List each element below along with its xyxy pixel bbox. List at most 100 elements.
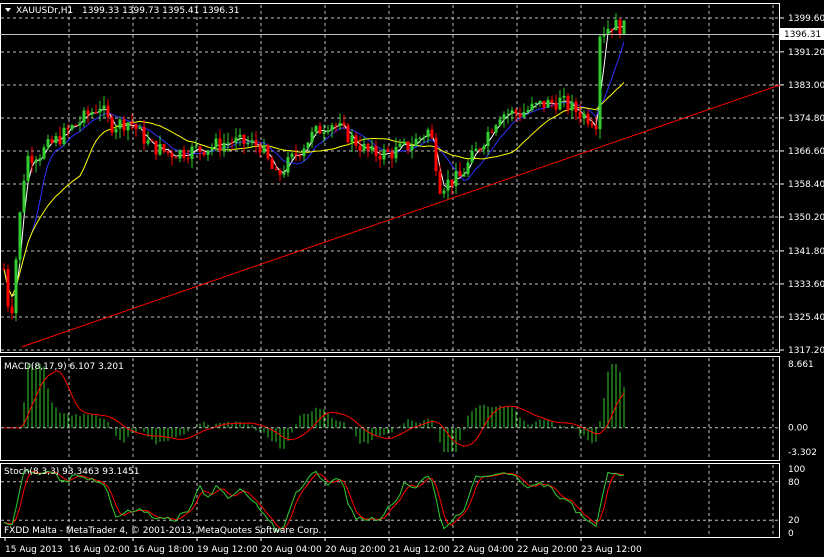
time-tick-label: 16 Aug 18:00 <box>133 545 194 555</box>
candle-body <box>218 138 222 151</box>
candle-body <box>514 110 518 114</box>
candle-body <box>22 180 26 213</box>
candle-body <box>70 125 74 130</box>
macd-tick-label: 8.661 <box>788 360 814 370</box>
time-tick-label: 23 Aug 12:00 <box>581 545 642 555</box>
candle-body <box>594 125 598 130</box>
candle-body <box>534 102 538 104</box>
candle-body <box>242 134 246 145</box>
candle-body <box>250 140 254 143</box>
candle-body <box>446 179 450 191</box>
price-tick-label: 1317.20 <box>788 346 824 356</box>
candle-body <box>354 135 358 146</box>
price-tick-label: 1325.40 <box>788 313 824 323</box>
candle-body <box>614 19 618 31</box>
time-tick-label: 16 Aug 02:00 <box>69 545 130 555</box>
candle-body <box>262 145 266 153</box>
price-tick-label: 1341.80 <box>788 247 824 257</box>
candle-body <box>378 156 382 160</box>
candle-body <box>230 142 234 144</box>
candle-body <box>406 141 410 151</box>
price-tick-label: 1383.00 <box>788 81 824 91</box>
price-tick-label: 1399.60 <box>788 14 824 24</box>
candle-body <box>366 143 370 151</box>
candle-body <box>382 149 386 160</box>
candle-body <box>618 19 622 35</box>
candles <box>2 13 626 322</box>
candle-body <box>466 162 470 175</box>
candle-body <box>398 143 402 147</box>
trendline[interactable] <box>21 84 781 348</box>
candle-body <box>110 117 114 133</box>
watermark: FXDD Malta - MetaTrader 4, © 2001-2013, … <box>4 526 321 536</box>
candle-body <box>222 142 226 151</box>
candle-body <box>582 113 586 119</box>
time-tick-label: 20 Aug 20:00 <box>325 545 386 555</box>
stoch-tick-label: 0 <box>788 529 794 539</box>
candle-body <box>338 122 342 127</box>
ma-mid-line <box>3 41 625 298</box>
candle-body <box>142 126 146 144</box>
candle-body <box>402 141 406 144</box>
candle-body <box>438 171 442 194</box>
candle-body <box>322 131 326 134</box>
candle-body <box>454 171 458 187</box>
candle-body <box>422 137 426 139</box>
candle-body <box>198 146 202 152</box>
price-panel-frame <box>0 3 780 353</box>
candle-body <box>330 125 334 131</box>
candle-body <box>154 140 158 155</box>
candle-body <box>542 100 546 108</box>
candle-body <box>106 105 110 118</box>
symbol-label: XAUUSDr,H1 <box>16 6 73 16</box>
candle-body <box>566 95 570 111</box>
candle-body <box>386 149 390 152</box>
candle-body <box>474 148 478 151</box>
candle-body <box>490 131 494 133</box>
candle-body <box>418 137 422 139</box>
candle-body <box>434 137 438 172</box>
dropdown-triangle-icon[interactable] <box>5 8 11 12</box>
candle-body <box>226 142 230 144</box>
candle-body <box>42 147 46 159</box>
candle-body <box>150 140 154 142</box>
candle-body <box>570 101 574 111</box>
candle-body <box>518 113 522 118</box>
candle-body <box>286 157 290 173</box>
candle-body <box>166 151 170 153</box>
candle-body <box>246 142 250 145</box>
price-tick-label: 1391.20 <box>788 48 824 58</box>
candle-body <box>546 99 550 108</box>
candle-body <box>578 112 582 119</box>
candle-body <box>498 119 502 126</box>
current-price-box <box>780 28 824 40</box>
price-tick-label: 1366.60 <box>788 147 824 157</box>
candle-body <box>202 151 206 155</box>
candle-body <box>238 134 242 138</box>
candle-body <box>78 122 82 126</box>
candle-body <box>510 110 514 114</box>
candle-body <box>130 122 134 125</box>
candle-body <box>102 105 106 109</box>
candle-body <box>146 140 150 144</box>
macd-indicator <box>4 364 625 452</box>
candle-body <box>562 95 566 98</box>
candle-body <box>10 306 14 314</box>
candle-body <box>162 144 166 152</box>
macd-signal-line <box>4 370 625 447</box>
candle-body <box>442 190 446 194</box>
candle-body <box>258 145 262 153</box>
candle-body <box>550 99 554 103</box>
candle-body <box>58 136 62 145</box>
candle-body <box>18 212 22 260</box>
candle-body <box>290 153 294 158</box>
stoch-panel-frame <box>0 463 780 538</box>
candle-body <box>114 128 118 133</box>
candle-body <box>2 268 6 270</box>
candle-body <box>26 155 30 181</box>
candle-body <box>530 103 534 110</box>
candle-body <box>118 119 122 129</box>
candle-body <box>538 100 542 103</box>
candle-body <box>126 122 130 131</box>
